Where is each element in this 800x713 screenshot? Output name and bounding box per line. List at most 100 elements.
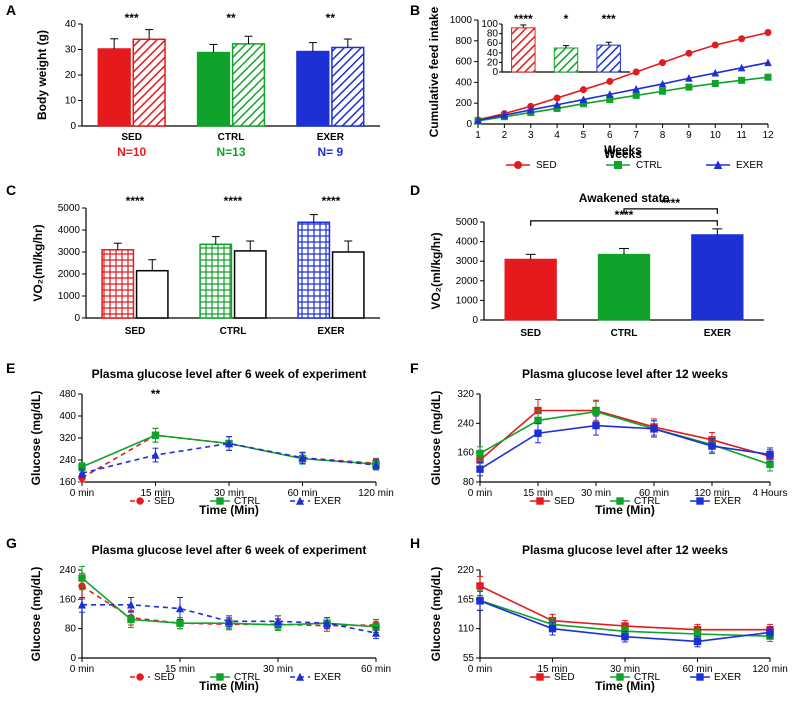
svg-text:240: 240 (457, 418, 474, 429)
svg-text:120 min: 120 min (358, 488, 394, 499)
svg-text:55: 55 (463, 653, 475, 664)
svg-text:200: 200 (455, 98, 472, 109)
svg-text:Body weight (g): Body weight (g) (35, 30, 49, 120)
svg-text:EXER: EXER (314, 496, 341, 507)
svg-text:Glucose (mg/dL): Glucose (mg/dL) (429, 567, 443, 662)
svg-text:CTRL: CTRL (234, 496, 261, 507)
svg-text:CTRL: CTRL (634, 496, 661, 507)
svg-text:4: 4 (554, 130, 560, 141)
svg-text:CTRL: CTRL (220, 326, 247, 337)
svg-text:10: 10 (710, 130, 722, 141)
label-h: H (410, 535, 420, 551)
svg-text:VO₂(ml/kg/hr): VO₂(ml/kg/hr) (429, 232, 443, 309)
svg-text:VO₂(ml/kg/hr): VO₂(ml/kg/hr) (31, 224, 45, 301)
svg-text:****: **** (322, 194, 341, 208)
svg-text:SED: SED (154, 496, 175, 507)
panel-vo2-awakened: Awakened state010002000300040005000VO₂(m… (420, 188, 790, 358)
panel-glucose-12wk-itt: Plasma glucose level after 12 weeks55110… (420, 540, 790, 710)
svg-text:CTRL: CTRL (611, 328, 638, 339)
svg-text:165: 165 (457, 594, 474, 605)
svg-text:100: 100 (481, 19, 498, 30)
svg-text:0 min: 0 min (70, 664, 94, 675)
svg-text:Weeks: Weeks (604, 143, 642, 157)
figure: A B C D E F G H 010203040Body weight (g)… (0, 0, 800, 713)
svg-text:****: **** (126, 194, 145, 208)
svg-text:EXER: EXER (704, 328, 732, 339)
svg-text:160: 160 (59, 594, 76, 605)
label-g: G (6, 535, 17, 551)
svg-text:80: 80 (65, 624, 77, 635)
svg-text:SED: SED (536, 160, 557, 171)
svg-text:40: 40 (487, 48, 499, 59)
svg-text:****: **** (224, 194, 243, 208)
svg-text:3000: 3000 (456, 256, 479, 267)
svg-text:0 min: 0 min (468, 488, 492, 499)
svg-text:800: 800 (455, 36, 472, 47)
svg-text:0: 0 (70, 121, 76, 132)
svg-text:400: 400 (455, 77, 472, 88)
svg-text:Plasma glucose level after 12: Plasma glucose level after 12 weeks (522, 367, 728, 381)
label-d: D (410, 182, 420, 198)
svg-text:**: ** (326, 11, 336, 25)
label-e: E (6, 360, 15, 376)
svg-text:1000: 1000 (58, 291, 81, 302)
svg-text:Awakened state: Awakened state (579, 191, 670, 205)
panel-glucose-6wk-itt: Plasma glucose level after 6 week of exp… (20, 540, 400, 710)
svg-text:0: 0 (70, 653, 76, 664)
svg-text:600: 600 (455, 57, 472, 68)
svg-text:400: 400 (59, 411, 76, 422)
svg-text:SED: SED (554, 496, 575, 507)
svg-text:1000: 1000 (450, 15, 473, 26)
svg-text:5000: 5000 (456, 217, 479, 228)
svg-text:CTRL: CTRL (218, 132, 245, 143)
svg-text:CTRL: CTRL (636, 160, 663, 171)
svg-text:SED: SED (520, 328, 541, 339)
svg-text:7: 7 (633, 130, 639, 141)
svg-text:480: 480 (59, 389, 76, 400)
svg-text:0 min: 0 min (70, 488, 94, 499)
svg-text:****: **** (514, 12, 533, 26)
svg-text:**: ** (151, 387, 161, 401)
svg-text:40: 40 (65, 19, 77, 30)
panel-feed-intake: 02004006008001000Cumulative feed intakeW… (420, 6, 790, 181)
svg-text:220: 220 (457, 565, 474, 576)
svg-text:5000: 5000 (58, 203, 81, 214)
svg-text:0: 0 (492, 67, 498, 78)
svg-text:0: 0 (74, 313, 80, 324)
svg-text:110: 110 (458, 624, 474, 635)
svg-text:30 min: 30 min (263, 664, 293, 675)
label-f: F (410, 360, 419, 376)
svg-text:EXER: EXER (317, 326, 345, 337)
svg-text:10: 10 (65, 96, 77, 107)
svg-text:0: 0 (466, 119, 472, 130)
label-c: C (6, 182, 16, 198)
svg-text:EXER: EXER (714, 672, 741, 683)
label-a: A (6, 2, 16, 18)
svg-text:160: 160 (457, 448, 474, 459)
svg-text:2000: 2000 (456, 276, 479, 287)
svg-text:60: 60 (487, 38, 499, 49)
svg-text:N=10: N=10 (117, 145, 146, 159)
svg-text:80: 80 (487, 29, 499, 40)
svg-text:80: 80 (463, 477, 475, 488)
svg-text:20: 20 (65, 70, 77, 81)
svg-text:1000: 1000 (456, 295, 479, 306)
svg-text:0 min: 0 min (468, 664, 492, 675)
svg-text:CTRL: CTRL (634, 672, 661, 683)
panel-glucose-12wk-gtt: Plasma glucose level after 12 weeks 80 160… (420, 364, 790, 534)
svg-text:5: 5 (581, 130, 587, 141)
svg-text:240: 240 (59, 455, 76, 466)
svg-text:CTRL: CTRL (234, 672, 261, 683)
svg-text:160: 160 (59, 477, 76, 488)
svg-text:11: 11 (736, 130, 747, 141)
svg-text:SED: SED (121, 132, 142, 143)
svg-text:Glucose (mg/dL): Glucose (mg/dL) (29, 567, 43, 662)
svg-text:240: 240 (59, 565, 76, 576)
svg-text:***: *** (602, 12, 616, 26)
svg-text:***: *** (125, 11, 139, 25)
svg-text:320: 320 (457, 389, 474, 400)
panel-body-weight: 010203040Body weight (g)***SEDN=10**CTRL… (20, 6, 400, 181)
svg-text:**: ** (226, 11, 236, 25)
svg-text:Glucose (mg/dL): Glucose (mg/dL) (29, 391, 43, 486)
svg-text:Plasma glucose level after 6: Plasma glucose level after 6 week of exp… (92, 367, 367, 381)
